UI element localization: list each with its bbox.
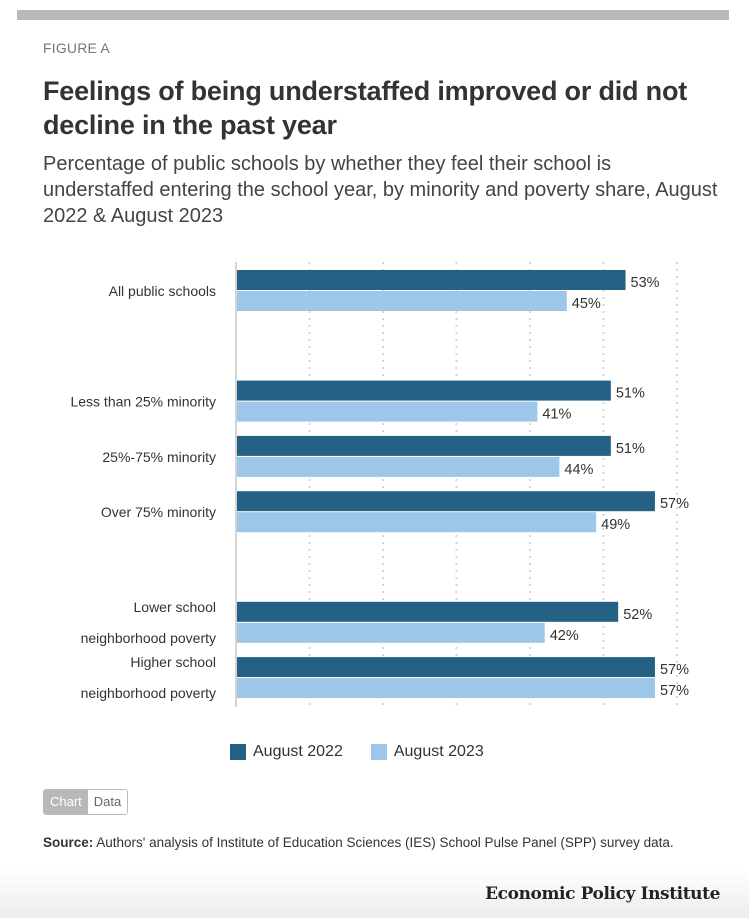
data-label: 57% (660, 683, 689, 699)
legend-label: August 2023 (393, 743, 484, 760)
bar-aug-2023 (237, 622, 545, 643)
bar-aug-2022 (237, 601, 619, 622)
chart-subtitle: Percentage of public schools by whether … (43, 153, 718, 227)
category-label: 25%-75% minority (102, 449, 216, 465)
data-label: 51% (616, 386, 645, 402)
bar-aug-2023 (237, 291, 567, 311)
bar-aug-2022 (237, 657, 655, 678)
source-label: Source: (43, 835, 94, 850)
source-note: Source: Authors' analysis of Institute o… (43, 833, 703, 852)
footer (0, 870, 749, 918)
bar-aug-2022 (237, 270, 626, 290)
legend-swatch-aug-2022 (230, 744, 246, 760)
data-label: 45% (572, 296, 601, 312)
data-label: 42% (550, 628, 579, 644)
bar-aug-2023 (237, 678, 655, 699)
figure-label: FIGURE A (43, 40, 110, 56)
data-label: 51% (616, 441, 645, 457)
brand-logo: Economic Policy Institute (485, 884, 720, 904)
category-label: All public schools (109, 283, 216, 299)
bar-aug-2022 (237, 491, 655, 512)
chart-view-button[interactable]: Chart (44, 790, 88, 814)
category-label: Higher school (130, 654, 216, 670)
bar-aug-2023 (237, 456, 560, 477)
data-label: 44% (564, 462, 593, 478)
data-view-button[interactable]: Data (87, 790, 128, 814)
data-label: 41% (542, 407, 571, 423)
legend-label: August 2022 (253, 743, 343, 760)
data-label: 57% (660, 496, 689, 512)
legend-item-aug-2023[interactable]: August 2023 (370, 743, 484, 761)
data-label: 57% (660, 662, 689, 678)
bar-aug-2023 (237, 512, 597, 533)
chart-data-toggle: Chart Data (43, 789, 129, 815)
legend-swatch-aug-2023 (370, 744, 387, 760)
bar-chart: All public schools 53% 45% Less than 25% mi… (70, 262, 689, 707)
chart-legend: August 2022 August 2023 (230, 743, 512, 761)
data-label: 53% (631, 275, 660, 291)
category-label: neighborhood poverty (81, 630, 216, 646)
data-label: 52% (623, 607, 652, 623)
data-label: 49% (601, 517, 630, 533)
top-divider-bar (17, 10, 729, 20)
source-text: Authors' analysis of Institute of Educat… (93, 835, 674, 850)
category-label: Lower school (134, 599, 217, 615)
category-label: Over 75% minority (101, 504, 216, 520)
category-label: neighborhood poverty (81, 685, 216, 701)
category-label: Less than 25% minority (70, 394, 216, 410)
bar-aug-2022 (237, 435, 611, 456)
bar-aug-2022 (237, 380, 611, 401)
bar-aug-2023 (237, 401, 538, 422)
chart-title: Feelings of being understaffed improved … (43, 76, 688, 140)
legend-item-aug-2022[interactable]: August 2022 (230, 743, 343, 761)
